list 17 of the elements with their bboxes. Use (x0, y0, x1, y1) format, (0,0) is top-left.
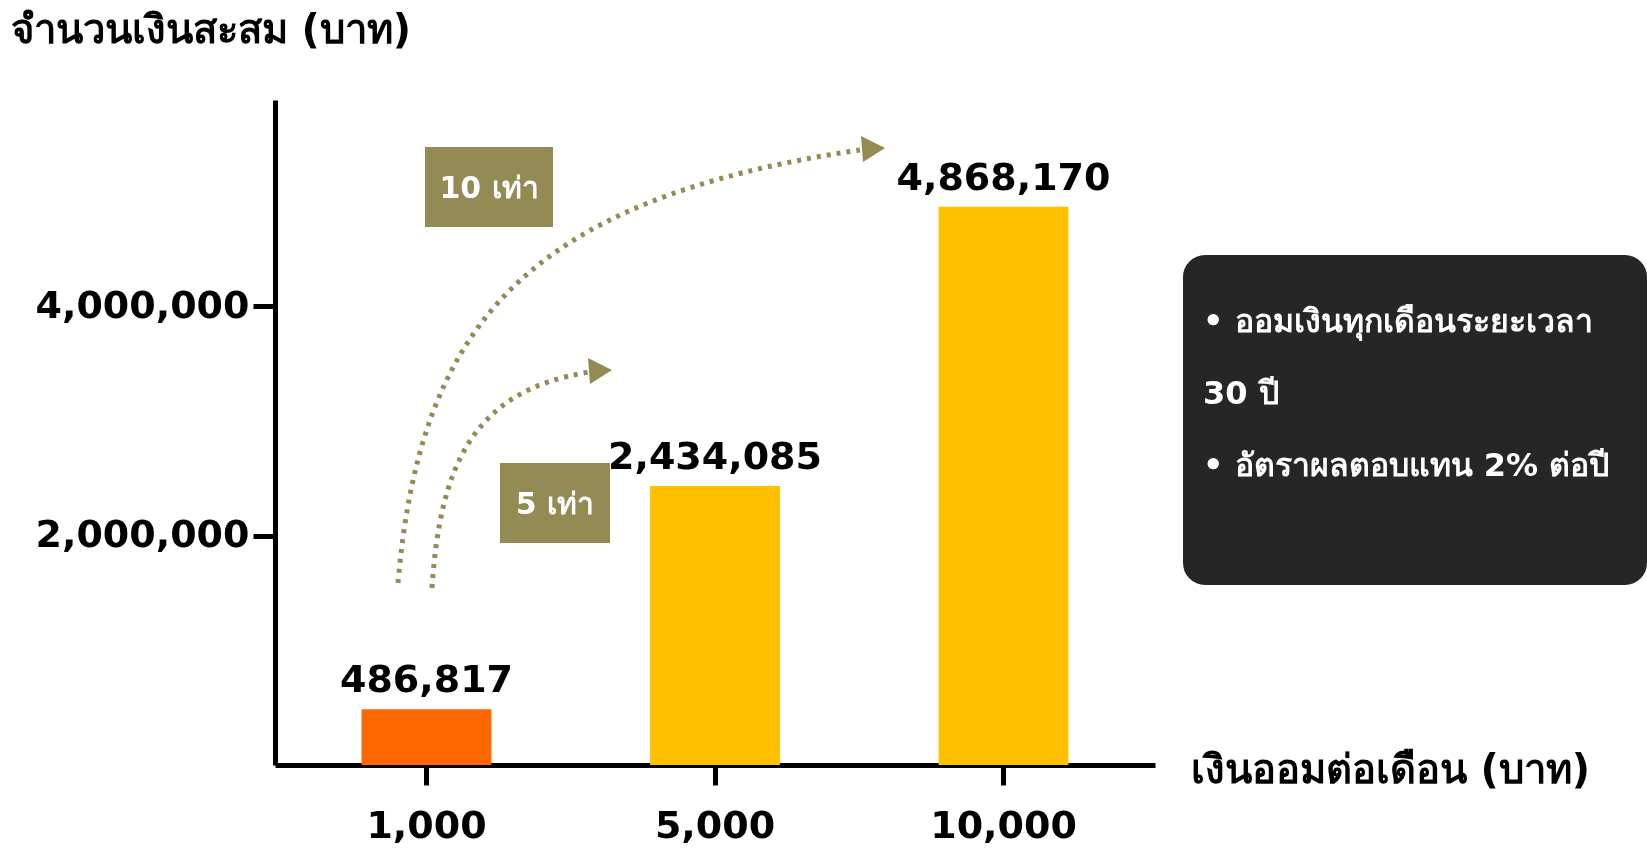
bar (938, 206, 1069, 765)
data-label: 4,868,170 (896, 154, 1111, 199)
data-label: 486,817 (339, 657, 514, 702)
x-axis-title: เงินออมต่อเดือน (บาท) (1190, 745, 1590, 792)
data-label: 2,434,085 (608, 433, 822, 478)
x-tick-label: 1,000 (366, 802, 487, 847)
text: • ออมเงินทุกเดือนระยะเวลา 30 ปี (1203, 301, 1594, 414)
annotation: 5 เท่า (500, 463, 610, 543)
x-tick-label: 10,000 (930, 802, 1077, 847)
y-tick-label: 2,000,000 (35, 512, 250, 557)
y-axis-title: จำนวนเงินสะสม (บาท) (10, 5, 411, 52)
x-tick-label: 5,000 (654, 802, 776, 847)
text: • อัตราผลตอบแทน 2% ต่อปี (1203, 445, 1611, 486)
bar (650, 485, 780, 765)
annotation: 10 เท่า (425, 147, 553, 227)
bar (361, 709, 492, 765)
y-tick-label: 4,000,000 (35, 282, 250, 327)
